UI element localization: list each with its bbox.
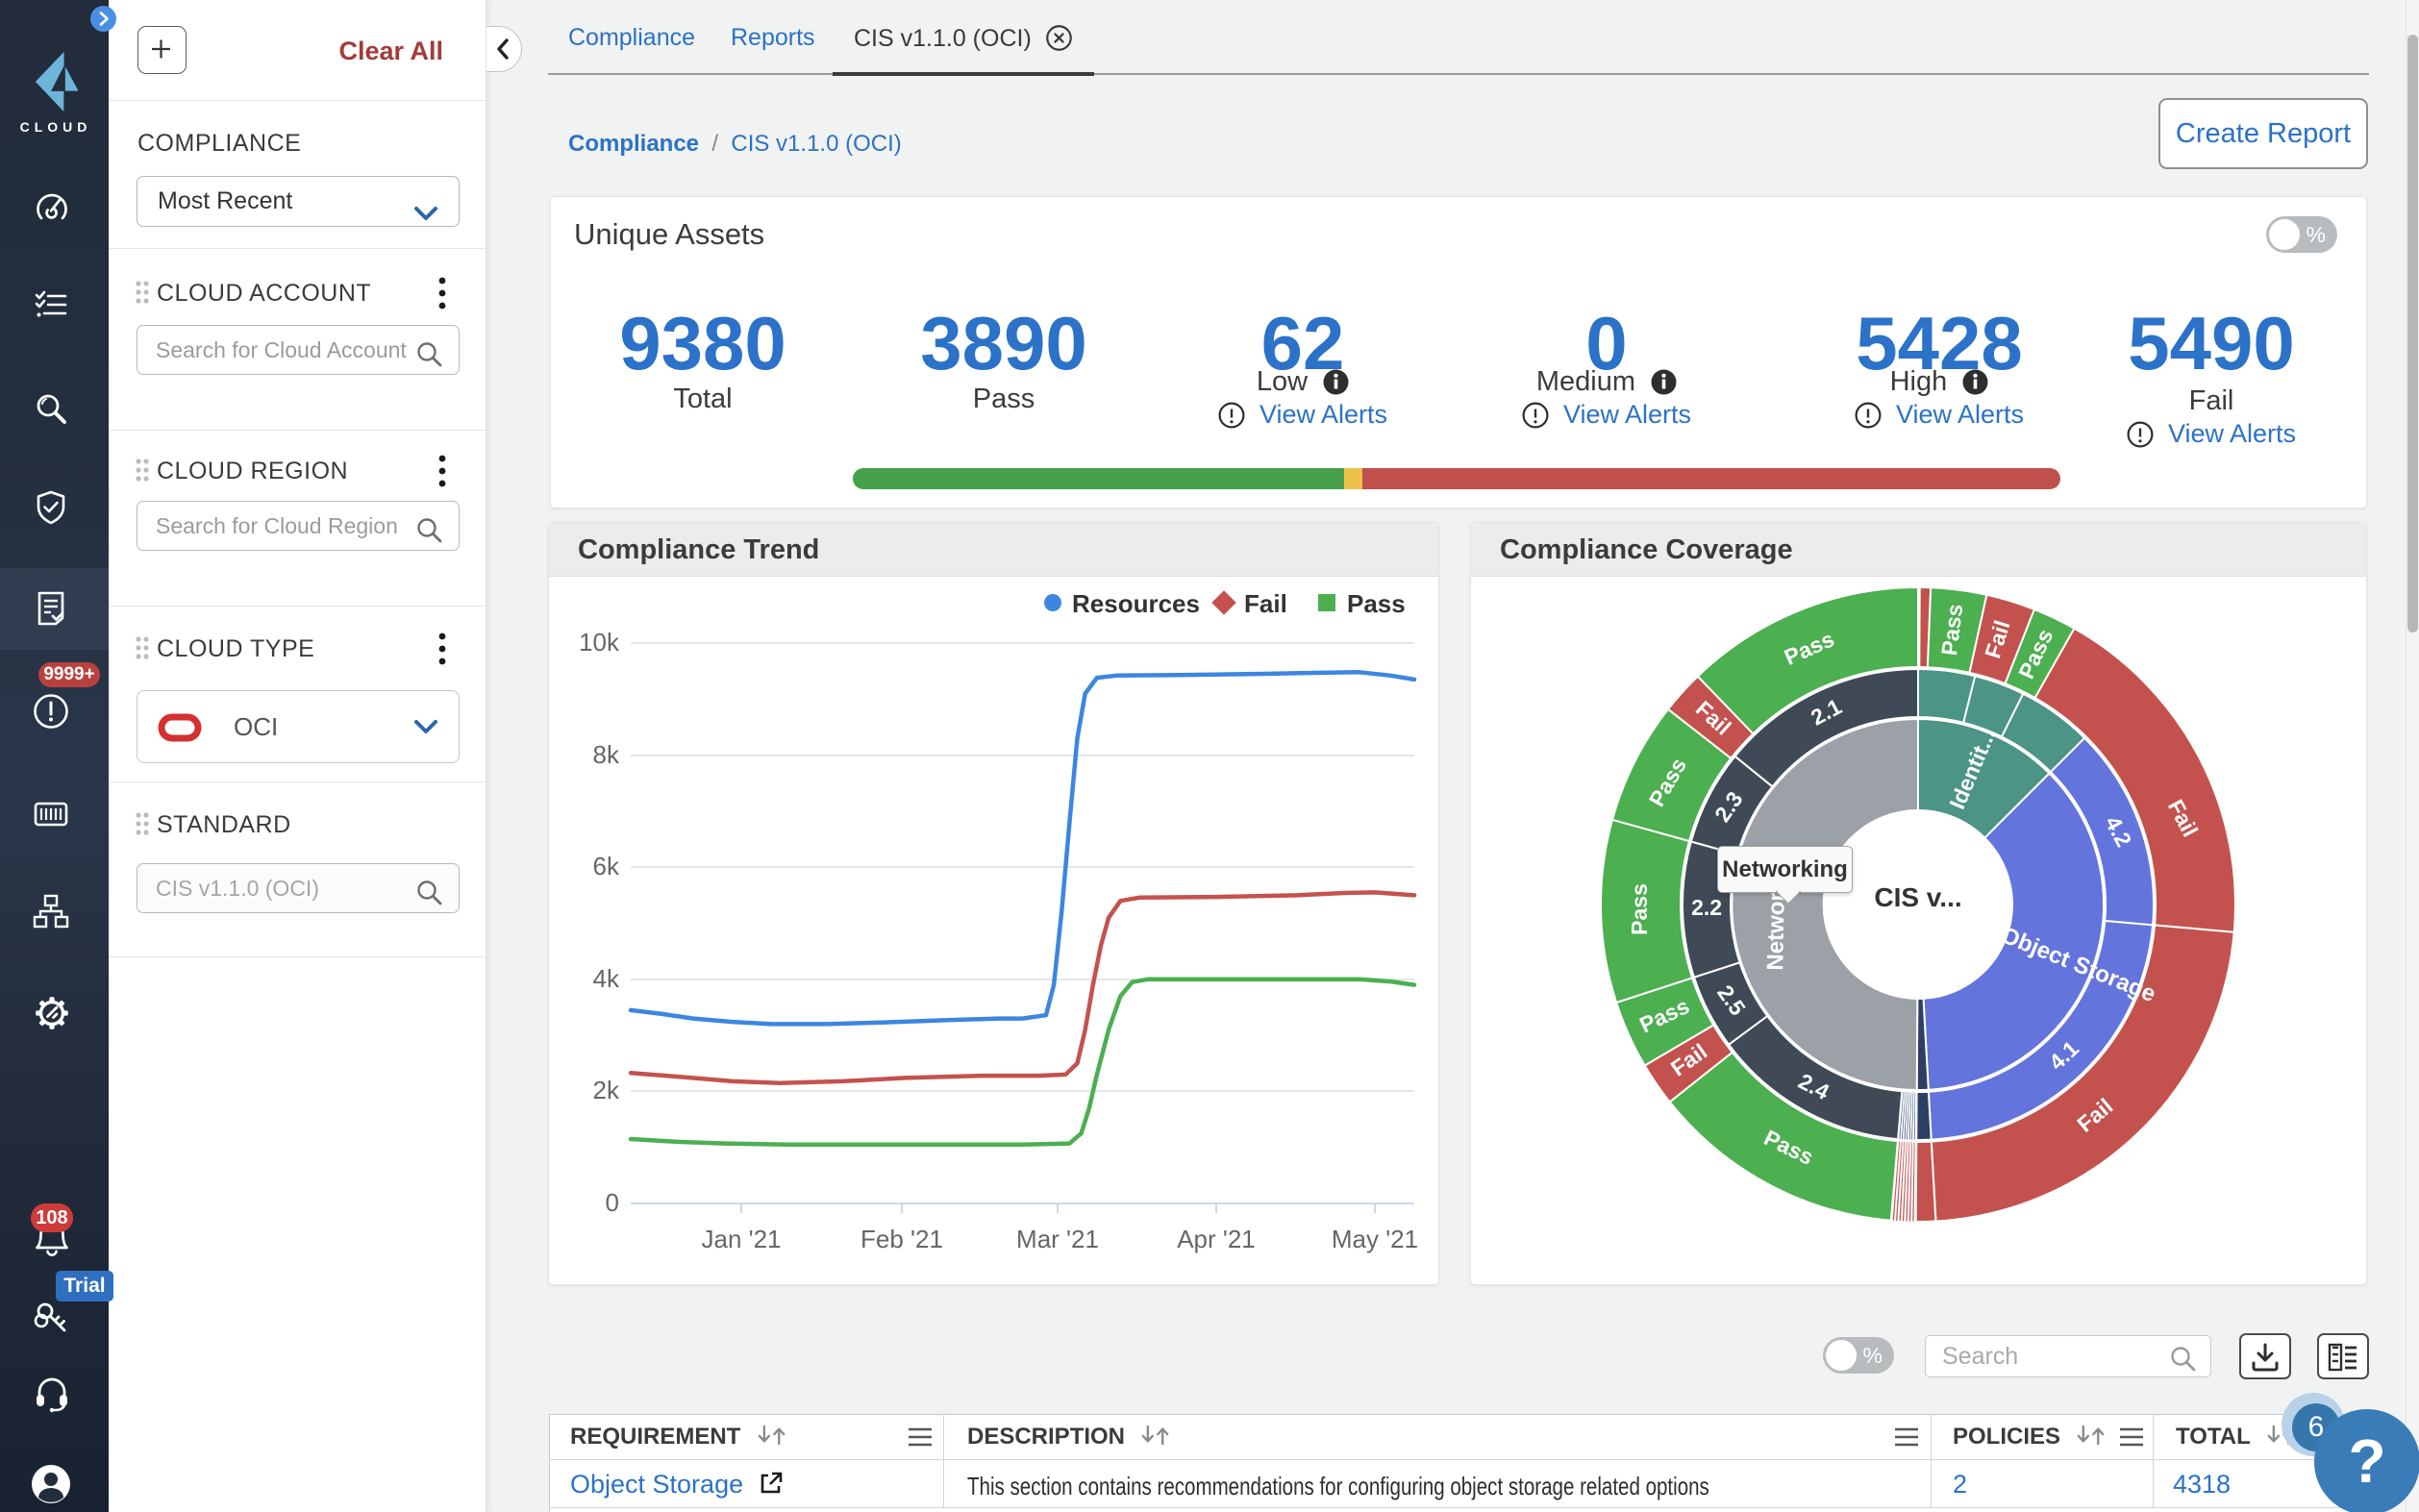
svg-text:2.2: 2.2 <box>1691 895 1722 920</box>
svg-text:Pass: Pass <box>1936 603 1967 657</box>
svg-text:Pass: Pass <box>1627 883 1652 935</box>
svg-text:2k: 2k <box>593 1076 620 1104</box>
svg-text:Jan '21: Jan '21 <box>701 1225 781 1253</box>
svg-text:6k: 6k <box>593 852 620 880</box>
svg-text:Pass: Pass <box>1347 589 1406 618</box>
svg-text:0: 0 <box>606 1188 619 1217</box>
svg-text:8k: 8k <box>593 740 620 769</box>
svg-text:Resources: Resources <box>1072 589 1200 618</box>
svg-text:Fail: Fail <box>1244 589 1287 618</box>
svg-text:10k: 10k <box>579 628 620 657</box>
svg-text:4k: 4k <box>593 964 620 993</box>
svg-text:May '21: May '21 <box>1332 1225 1418 1253</box>
svg-text:Feb '21: Feb '21 <box>860 1225 943 1253</box>
svg-text:CIS v...: CIS v... <box>1874 882 1961 912</box>
svg-text:Mar '21: Mar '21 <box>1016 1225 1099 1253</box>
svg-text:Apr '21: Apr '21 <box>1177 1225 1256 1253</box>
